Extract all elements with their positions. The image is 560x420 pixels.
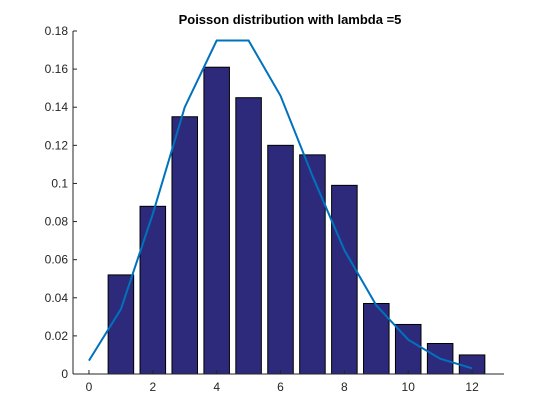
y-tick-label-0.04: 0.04	[45, 291, 69, 305]
bar-5	[235, 97, 262, 375]
axes-group: 0 2 4 6 8 10 12 0 0.02 0.04 0.06 0.08 0.1 0.12 0.14 0.1…	[45, 24, 504, 394]
y-tick-label-0: 0	[61, 367, 68, 381]
x-tick-label-2: 2	[149, 380, 156, 394]
x-tick-label-12: 12	[465, 380, 479, 394]
pmf-line	[88, 39, 473, 370]
chart-title: Poisson distribution with lambda =5	[179, 12, 402, 27]
y-tick-label-0.16: 0.16	[45, 62, 69, 76]
bar-10	[394, 323, 422, 375]
bar-4	[203, 66, 230, 375]
y-tick-label-0.1: 0.1	[51, 176, 68, 190]
bars-group	[107, 66, 486, 375]
line-group	[88, 39, 473, 370]
x-tick-label-0: 0	[86, 380, 93, 394]
y-tick-label-0.08: 0.08	[45, 215, 69, 229]
y-tick-label-0.02: 0.02	[45, 329, 69, 343]
bar-6	[267, 144, 294, 375]
y-tick-label-0.12: 0.12	[45, 138, 69, 152]
y-tick-label-0.14: 0.14	[45, 100, 69, 114]
x-tick-label-10: 10	[402, 380, 416, 394]
y-tick-label-0.18: 0.18	[45, 24, 69, 38]
x-tick-label-6: 6	[277, 380, 284, 394]
bar-8	[331, 184, 358, 375]
x-tick-label-4: 4	[213, 380, 220, 394]
bar-2	[139, 205, 167, 375]
bar-7	[299, 154, 326, 375]
x-tick-label-8: 8	[341, 380, 348, 394]
bar-3	[171, 116, 199, 375]
y-tick-label-0.06: 0.06	[45, 253, 69, 267]
